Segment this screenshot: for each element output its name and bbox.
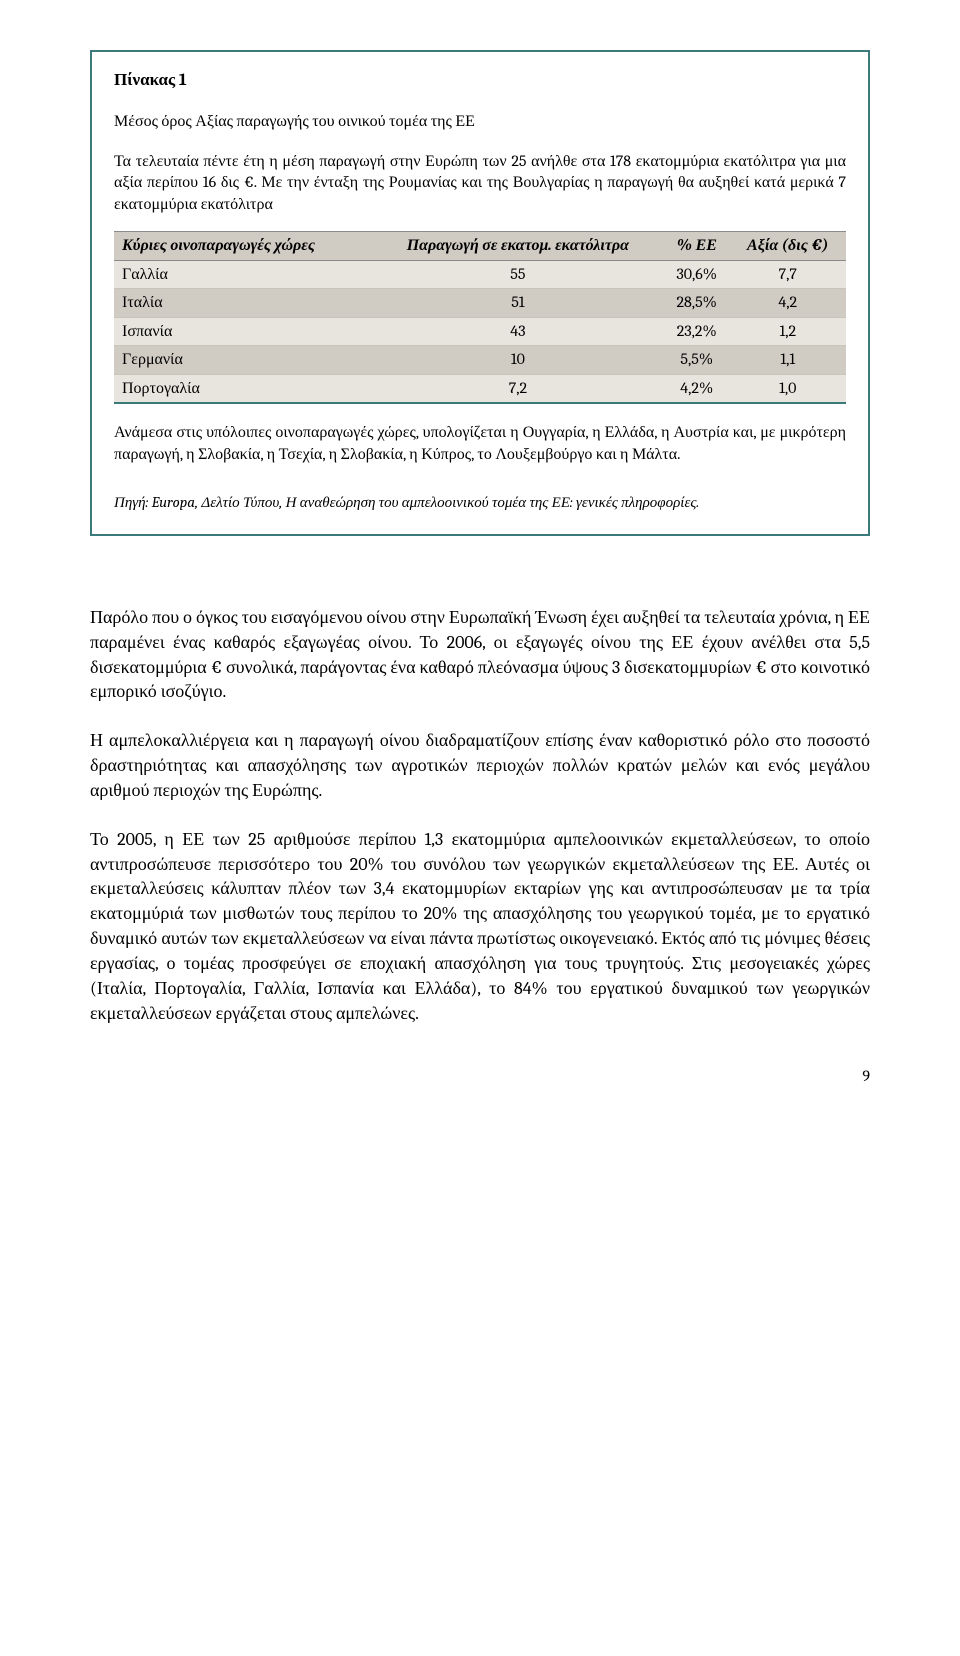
- cell-value: 7,7: [730, 260, 846, 289]
- cell-pct: 4,2%: [664, 374, 730, 403]
- body-paragraph-2: Η αμπελοκαλλιέργεια και η παραγωγή οίνου…: [90, 729, 870, 803]
- cell-pct: 5,5%: [664, 346, 730, 375]
- body-paragraph-3: Το 2005, η ΕΕ των 25 αριθμούσε περίπου 1…: [90, 828, 870, 1027]
- cell-value: 1,0: [730, 374, 846, 403]
- box-title: Πίνακας 1: [114, 70, 846, 93]
- col-pct: % ΕΕ: [664, 232, 730, 260]
- box-intro: Τα τελευταία πέντε έτη η μέση παραγωγή σ…: [114, 151, 846, 216]
- box-after-table: Ανάμεσα στις υπόλοιπες οινοπαραγωγές χώρ…: [114, 422, 846, 465]
- cell-country: Ιταλία: [114, 289, 372, 318]
- cell-country: Πορτογαλία: [114, 374, 372, 403]
- cell-pct: 23,2%: [664, 317, 730, 346]
- table-header-row: Κύριες οινοπαραγωγές χώρες Παραγωγή σε ε…: [114, 232, 846, 260]
- cell-pct: 28,5%: [664, 289, 730, 318]
- col-production: Παραγωγή σε εκατομ. εκατόλιτρα: [372, 232, 664, 260]
- table-row: Ισπανία 43 23,2% 1,2: [114, 317, 846, 346]
- cell-production: 10: [372, 346, 664, 375]
- cell-value: 4,2: [730, 289, 846, 318]
- cell-country: Γαλλία: [114, 260, 372, 289]
- cell-production: 43: [372, 317, 664, 346]
- table-row: Ιταλία 51 28,5% 4,2: [114, 289, 846, 318]
- table-row: Γερμανία 10 5,5% 1,1: [114, 346, 846, 375]
- cell-production: 55: [372, 260, 664, 289]
- body-paragraph-1: Παρόλο που ο όγκος του εισαγόμενου οίνου…: [90, 606, 870, 705]
- page-number: 9: [90, 1066, 870, 1088]
- table-row: Πορτογαλία 7,2 4,2% 1,0: [114, 374, 846, 403]
- cell-production: 51: [372, 289, 664, 318]
- table-row: Γαλλία 55 30,6% 7,7: [114, 260, 846, 289]
- box-subtitle: Μέσος όρος Αξίας παραγωγής του οινικού τ…: [114, 111, 846, 133]
- cell-country: Γερμανία: [114, 346, 372, 375]
- cell-pct: 30,6%: [664, 260, 730, 289]
- col-value: Αξία (δις €): [730, 232, 846, 260]
- cell-production: 7,2: [372, 374, 664, 403]
- cell-value: 1,2: [730, 317, 846, 346]
- col-country: Κύριες οινοπαραγωγές χώρες: [114, 232, 372, 260]
- box-source: Πηγή: Europa, Δελτίο Τύπου, Η αναθεώρηση…: [114, 492, 846, 512]
- cell-value: 1,1: [730, 346, 846, 375]
- table-box: Πίνακας 1 Μέσος όρος Αξίας παραγωγής του…: [90, 50, 870, 536]
- production-table: Κύριες οινοπαραγωγές χώρες Παραγωγή σε ε…: [114, 231, 846, 404]
- cell-country: Ισπανία: [114, 317, 372, 346]
